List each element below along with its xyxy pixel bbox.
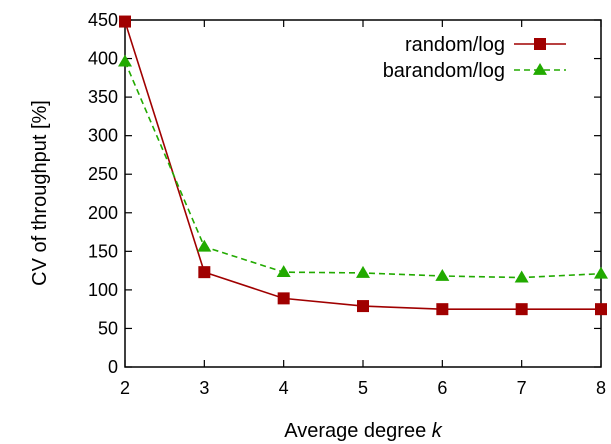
legend: random/log barandom/log	[383, 34, 566, 82]
y-axis: 0 50 100 150 200 250 300 350 400 450	[88, 10, 601, 377]
legend-label: random/log	[405, 34, 505, 56]
y-tick-label: 300	[88, 126, 118, 146]
x-axis-title: Average degree k	[284, 420, 443, 442]
series-random-log	[119, 15, 607, 316]
x-axis-title-variable: k	[432, 420, 443, 442]
x-tick-label: 4	[279, 378, 289, 398]
y-axis-title: CV of throughput [%]	[29, 100, 51, 286]
x-tick-label: 2	[120, 378, 130, 398]
legend-marker	[533, 63, 547, 75]
y-tick-label: 400	[88, 49, 118, 69]
data-point	[435, 269, 450, 281]
data-point	[594, 266, 608, 279]
data-point	[595, 303, 607, 316]
y-tick-label: 250	[88, 164, 118, 184]
data-point	[119, 15, 131, 28]
data-point	[357, 300, 369, 313]
y-tick-label: 150	[88, 241, 118, 261]
data-point	[197, 239, 212, 252]
x-tick-label: 3	[199, 378, 209, 398]
data-point	[436, 303, 449, 316]
data-point	[198, 266, 211, 279]
x-tick-label: 6	[437, 378, 447, 398]
y-tick-label: 0	[108, 357, 118, 377]
x-tick-label: 5	[358, 378, 368, 398]
y-tick-label: 350	[88, 87, 118, 107]
legend-marker	[534, 38, 546, 50]
data-point	[118, 54, 132, 67]
data-point	[356, 265, 370, 278]
data-point	[515, 303, 528, 316]
legend-label: barandom/log	[383, 60, 505, 82]
y-tick-label: 50	[98, 318, 118, 338]
x-axis-title-text: Average degree	[284, 420, 426, 442]
plot-frame	[124, 19, 602, 368]
y-tick-label: 200	[88, 203, 118, 223]
y-tick-label: 100	[88, 280, 118, 300]
x-axis: 2 3 4 5 6 7 8	[120, 20, 606, 398]
y-tick-label: 450	[88, 10, 118, 30]
x-tick-label: 8	[596, 378, 606, 398]
data-point	[277, 292, 290, 305]
plot-area: 2 3 4 5 6 7 8 0 50 100 150 200 250 300 350 400 450	[88, 10, 608, 398]
data-point	[514, 270, 529, 283]
series-barandom-log	[118, 54, 608, 283]
series-layer	[118, 15, 608, 316]
x-tick-label: 7	[517, 378, 527, 398]
data-point	[276, 265, 291, 278]
